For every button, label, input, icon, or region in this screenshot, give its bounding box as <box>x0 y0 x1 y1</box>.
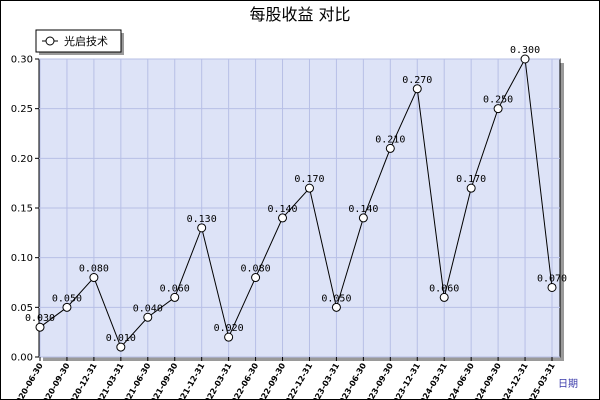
data-point <box>331 302 341 312</box>
data-point <box>385 143 395 153</box>
data-label: 0.080 <box>241 264 271 275</box>
legend-box <box>35 29 122 53</box>
data-label: 0.050 <box>52 293 82 304</box>
data-label: 0.070 <box>537 273 567 284</box>
data-point <box>197 223 207 233</box>
data-point <box>439 292 449 302</box>
data-label: 0.300 <box>510 45 540 56</box>
x-axis-caption: 日期 <box>558 378 578 390</box>
data-label: 0.130 <box>187 214 217 225</box>
data-point <box>35 322 45 332</box>
data-point <box>62 302 72 312</box>
x-tick-label: 2020-06-30 <box>11 361 45 400</box>
data-label: 0.170 <box>294 174 324 185</box>
y-tick-label: 0.25 <box>11 104 33 115</box>
data-point <box>520 54 530 64</box>
data-point <box>224 332 234 342</box>
series-line <box>39 57 553 349</box>
data-label: 0.170 <box>456 174 486 185</box>
y-tick-label: 0.10 <box>11 253 33 264</box>
data-labels-group: 0.030 0.050 0.080 0.010 0.040 0.060 0.130 0.020… <box>25 45 567 344</box>
legend: 光启技术 <box>35 29 124 55</box>
y-tick-label: 0.00 <box>11 353 33 364</box>
data-label: 0.210 <box>375 134 405 145</box>
data-point <box>89 273 99 283</box>
data-label: 0.140 <box>267 204 297 215</box>
series-line-group <box>35 54 557 352</box>
legend-series-name: 光启技术 <box>64 34 108 48</box>
data-label: 0.060 <box>160 283 190 294</box>
y-tick-label: 0.20 <box>11 154 33 165</box>
data-label: 0.140 <box>348 204 378 215</box>
data-point <box>547 282 557 292</box>
y-tick-label: 0.05 <box>11 303 33 314</box>
data-label: 0.050 <box>321 293 351 304</box>
data-point <box>278 213 288 223</box>
data-label: 0.080 <box>79 264 109 275</box>
data-point <box>143 312 153 322</box>
data-point <box>358 213 368 223</box>
data-point <box>466 183 476 193</box>
chart-title: 每股收益 对比 <box>249 5 350 24</box>
data-label: 0.060 <box>429 283 459 294</box>
y-tick-label: 0.15 <box>11 204 33 215</box>
y-tick-label: 0.30 <box>11 55 33 66</box>
data-point <box>493 104 503 114</box>
data-point <box>251 273 261 283</box>
data-label: 0.250 <box>483 95 513 106</box>
y-axis: 0.00 0.05 0.10 0.15 0.20 0.25 0.30 <box>11 55 39 364</box>
data-label: 0.030 <box>25 313 55 324</box>
x-axis: 2020-06-302020-09-302020-12-312021-03-31… <box>11 357 557 400</box>
data-label: 0.040 <box>133 303 163 314</box>
data-point <box>116 342 126 352</box>
data-point <box>412 84 422 94</box>
data-label: 0.020 <box>214 323 244 334</box>
data-label: 0.010 <box>106 333 136 344</box>
data-label: 0.270 <box>402 75 432 86</box>
data-point <box>304 183 314 193</box>
legend-marker-icon <box>45 36 55 46</box>
data-point <box>170 292 180 302</box>
